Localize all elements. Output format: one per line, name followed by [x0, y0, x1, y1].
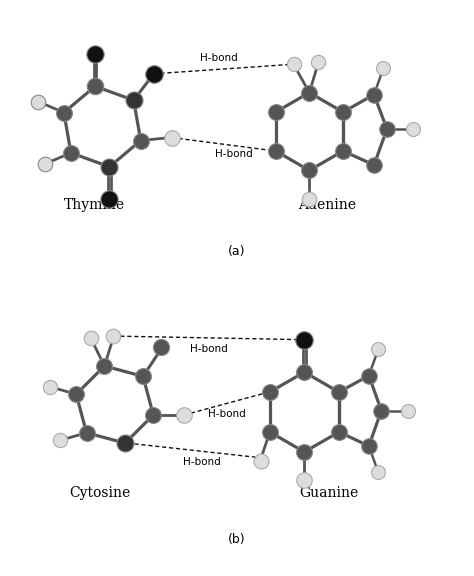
Point: [335, 427, 343, 437]
Point: [272, 146, 280, 156]
Point: [404, 406, 411, 415]
Point: [34, 97, 42, 106]
Point: [56, 435, 64, 445]
Text: H-bond: H-bond: [208, 410, 246, 419]
Point: [168, 133, 175, 142]
Point: [150, 69, 157, 78]
Point: [370, 90, 378, 99]
Point: [370, 160, 378, 169]
Text: H-bond: H-bond: [200, 53, 238, 63]
Point: [315, 57, 322, 66]
Point: [109, 331, 117, 340]
Point: [46, 382, 54, 391]
Point: [335, 388, 343, 397]
Text: (a): (a): [228, 245, 246, 258]
Point: [149, 410, 157, 419]
Point: [257, 456, 264, 465]
Point: [139, 372, 147, 381]
Point: [383, 124, 391, 134]
Point: [379, 63, 387, 73]
Text: H-bond: H-bond: [190, 344, 228, 354]
Point: [266, 388, 273, 397]
Point: [266, 427, 273, 437]
Point: [301, 335, 308, 344]
Point: [60, 108, 68, 117]
Point: [365, 371, 373, 380]
Point: [301, 367, 308, 377]
Text: Guanine: Guanine: [300, 486, 359, 500]
Point: [106, 162, 113, 172]
Point: [137, 136, 145, 145]
Point: [339, 108, 347, 117]
Point: [67, 148, 75, 157]
Point: [365, 441, 373, 450]
Point: [83, 428, 91, 437]
Point: [301, 476, 308, 485]
Point: [87, 333, 95, 342]
Point: [181, 410, 188, 419]
Text: H-bond: H-bond: [183, 457, 221, 467]
Point: [130, 96, 137, 105]
Text: H-bond: H-bond: [215, 149, 253, 159]
Text: Cytosine: Cytosine: [69, 486, 130, 500]
Point: [301, 448, 308, 457]
Point: [374, 344, 382, 354]
Point: [100, 361, 108, 370]
Point: [91, 49, 99, 58]
Point: [106, 195, 113, 204]
Text: Thymine: Thymine: [64, 198, 125, 212]
Point: [272, 108, 280, 117]
Point: [410, 124, 417, 134]
Point: [378, 406, 385, 415]
Text: (b): (b): [228, 533, 246, 546]
Point: [158, 343, 165, 352]
Point: [374, 468, 382, 477]
Point: [91, 82, 99, 91]
Point: [291, 59, 298, 69]
Point: [41, 159, 49, 168]
Point: [306, 166, 313, 175]
Point: [306, 88, 313, 97]
Point: [121, 438, 129, 448]
Point: [306, 194, 313, 203]
Point: [73, 389, 80, 399]
Text: Adenine: Adenine: [298, 198, 356, 212]
Point: [339, 146, 347, 156]
